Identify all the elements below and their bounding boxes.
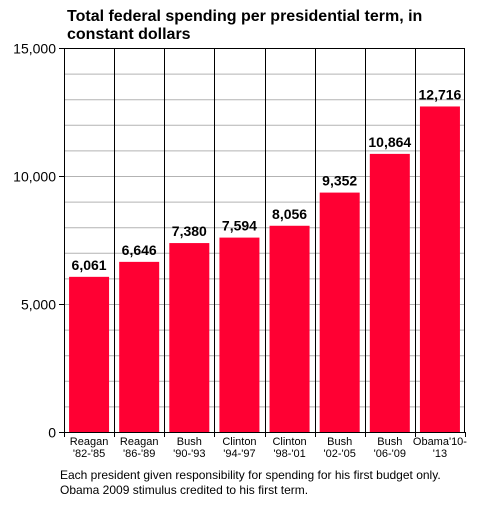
x-tick-label-5-0: Bush	[327, 436, 352, 448]
plot-area: 6,061 6,646 7,380 7,594 8,056 9,352 10,864 12,7…	[13, 41, 467, 461]
x-tick-label-1-0: Reagan	[120, 436, 159, 448]
x-tick-label-0-0: Reagan	[70, 436, 109, 448]
bar-3	[219, 237, 260, 432]
chart-title-line-2: constant dollars	[67, 26, 191, 43]
x-tick-label-1-1: '86-'89	[123, 448, 155, 460]
chart-notes: Each president given responsibility for …	[60, 468, 441, 497]
data-label-5: 9,352	[322, 173, 357, 189]
bar-1	[119, 261, 160, 432]
bar-7	[419, 106, 460, 432]
x-tick-label-6-0: Bush	[377, 436, 402, 448]
x-tick-label-0-1: '82-'85	[73, 448, 105, 460]
bar-0	[69, 276, 110, 432]
chart-note-line-2: Obama 2009 stimulus credited to his firs…	[60, 483, 308, 497]
bar-5	[319, 192, 360, 432]
bar-6	[369, 153, 410, 433]
data-label-1: 6,646	[122, 242, 157, 258]
x-tick-label-5-1: '02-'05	[324, 448, 356, 460]
data-label-4: 8,056	[272, 206, 307, 222]
data-label-2: 7,380	[172, 223, 207, 239]
bar-4	[269, 225, 310, 432]
plot-frame	[64, 48, 465, 433]
x-tick-label-4-1: '98-'01	[273, 448, 305, 460]
x-tick-label-6-1: '06-'09	[374, 448, 406, 460]
x-tick-label-7-0: Obama'10-	[413, 436, 467, 448]
x-tick-label-2-1: '90-'93	[173, 448, 205, 460]
x-tick-label-3-1: '94-'97	[223, 448, 255, 460]
x-tick-label-4-0: Clinton	[272, 436, 306, 448]
y-tick-label-1: 5,000	[21, 297, 56, 313]
data-label-3: 7,594	[222, 218, 257, 234]
chart-title-line-1: Total federal spending per presidential …	[67, 8, 422, 25]
x-tick-label-2-0: Bush	[177, 436, 202, 448]
y-tick-label-0: 0	[48, 425, 56, 441]
data-label-6: 10,864	[368, 134, 411, 150]
y-tick-label-2: 10,000	[13, 169, 56, 185]
bar-2	[169, 243, 210, 432]
chart-note-line-1: Each president given responsibility for …	[60, 468, 441, 482]
chart-title: Total federal spending per presidential …	[67, 8, 422, 43]
data-label-0: 6,061	[72, 257, 107, 273]
x-tick-label-3-0: Clinton	[222, 436, 256, 448]
data-label-7: 12,716	[419, 86, 462, 102]
y-tick-label-3: 15,000	[13, 41, 56, 57]
x-tick-label-7-1: '13	[433, 448, 447, 460]
